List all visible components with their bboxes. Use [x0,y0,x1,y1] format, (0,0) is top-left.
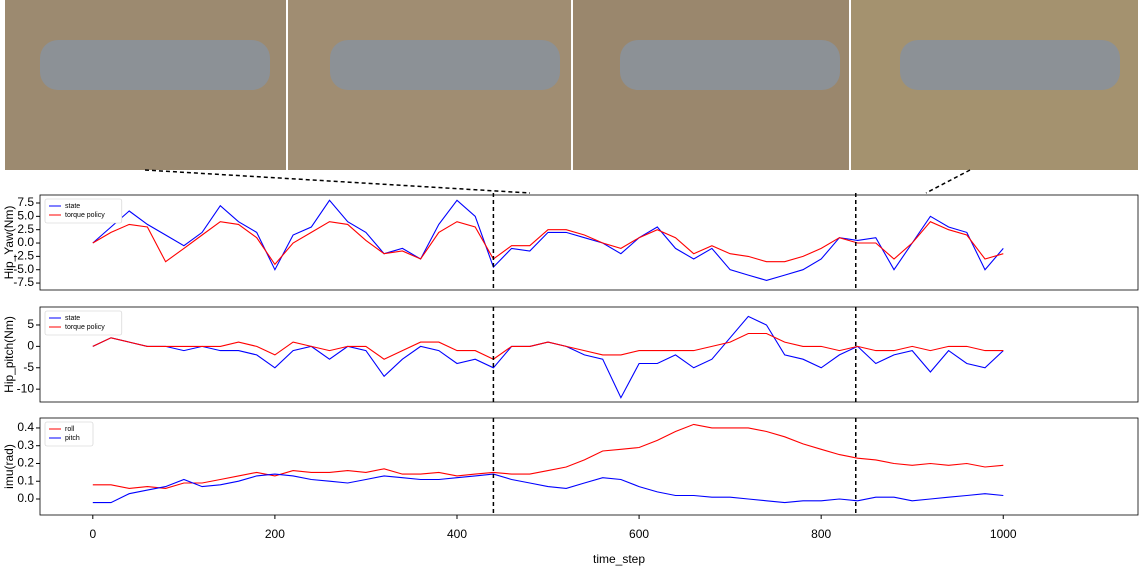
y-tick-label: 0.0 [17,491,34,505]
y-tick-label: 0.0 [17,235,34,249]
robot-body [620,40,840,90]
x-axis-label: time_step [593,552,645,566]
y-axis-label: Hip_Yaw(Nm) [2,206,16,280]
robot-body [330,40,560,90]
robot-photos [5,0,1138,170]
y-axis-label: imu(rad) [2,444,16,489]
y-tick-label: 0 [27,339,34,353]
x-tick-label: 800 [811,527,831,541]
y-tick-label: -2.5 [13,249,34,263]
y-tick-label: 5 [27,317,34,331]
y-axis-label: Hip_pitch(Nm) [2,316,16,393]
y-tick-label: 5.0 [17,209,34,223]
y-tick-label: -5 [23,360,34,374]
y-tick-label: -10 [17,381,35,395]
y-tick-label: 0.4 [17,420,34,434]
x-tick-label: 200 [265,527,285,541]
plot-frame [39,306,1139,403]
y-tick-label: 0.1 [17,473,34,487]
legend-label: roll [65,426,75,433]
legend-label: state [65,203,80,210]
series-line [92,473,1004,504]
legend-label: state [65,315,80,322]
y-tick-label: 0.3 [17,438,34,452]
x-tick-label: 600 [629,527,649,541]
x-tick-label: 1000 [990,527,1017,541]
series-line [92,199,1004,281]
y-tick-label: 7.5 [17,195,34,209]
legend-box [44,198,123,224]
connector-lines [144,169,971,194]
y-tick-label: -5.0 [13,262,34,276]
series-line [92,423,1004,489]
connector [925,169,971,194]
y-tick-label: -7.5 [13,275,34,289]
x-tick-label: 0 [89,527,96,541]
series-line [92,332,1004,360]
y-tick-label: 0.2 [17,456,34,470]
legend-label: torque policy [65,324,105,331]
plot-frame [39,194,1139,291]
connector [144,169,531,194]
robot-body [40,40,270,90]
legend-label: torque policy [65,212,105,219]
x-tick-label: 400 [447,527,467,541]
legend-box [44,310,123,336]
legend-box [44,421,94,447]
legend-label: pitch [65,435,80,442]
series-line [92,315,1004,399]
series-line [92,221,1004,266]
y-tick-label: 2.5 [17,222,34,236]
plot-frame [39,417,1139,516]
robot-body [900,40,1120,90]
